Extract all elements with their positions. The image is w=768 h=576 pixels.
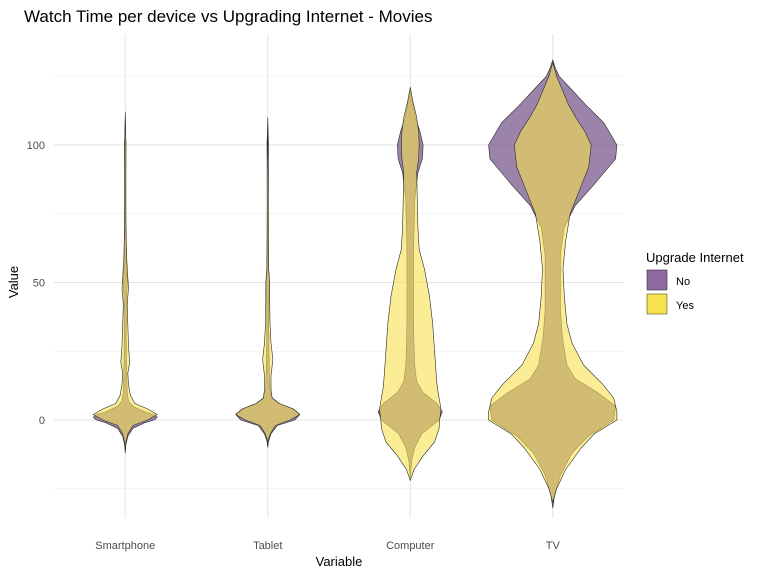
x-tick-label: Tablet xyxy=(253,540,282,552)
x-tick-label: Smartphone xyxy=(95,540,155,552)
legend-swatch-no xyxy=(646,269,668,291)
chart-title: Watch Time per device vs Upgrading Inter… xyxy=(24,7,432,26)
legend: Upgrade Internet No Yes xyxy=(646,250,744,315)
legend-title: Upgrade Internet xyxy=(646,250,744,265)
violin-yes-tablet xyxy=(235,122,301,446)
y-axis-label: Value xyxy=(6,266,21,298)
violins xyxy=(92,59,618,509)
violin-yes-tv xyxy=(488,62,618,503)
violin-yes-computer xyxy=(379,87,442,481)
y-tick-label: 50 xyxy=(33,278,45,290)
y-tick-label: 100 xyxy=(27,140,45,152)
x-axis-label: Variable xyxy=(316,554,363,569)
x-tick-label: Computer xyxy=(386,540,435,552)
y-axis-ticks: 0 50 100 xyxy=(27,140,45,427)
violin-yes-smartphone xyxy=(92,117,158,451)
y-tick-label: 0 xyxy=(39,415,45,427)
legend-label-yes: Yes xyxy=(676,300,694,312)
x-axis-ticks: Smartphone Tablet Computer TV xyxy=(95,540,560,552)
legend-label-no: No xyxy=(676,276,690,288)
x-tick-label: TV xyxy=(546,540,561,552)
legend-swatch-yes xyxy=(646,293,668,315)
